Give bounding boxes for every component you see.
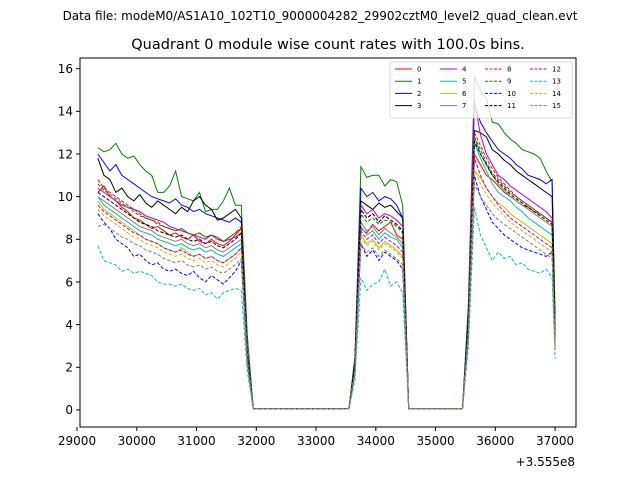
legend-label-5: 5 <box>462 78 466 86</box>
x-tick-label: 37000 <box>536 434 574 448</box>
x-tick-label: 32000 <box>237 434 275 448</box>
legend-box <box>389 61 573 119</box>
plot-frame <box>79 57 577 428</box>
y-tick-label: 14 <box>58 105 73 119</box>
series-line-14 <box>97 168 556 410</box>
x-tick-label: 35000 <box>416 434 454 448</box>
x-tick-label: 29000 <box>58 434 96 448</box>
y-tick-label: 0 <box>65 403 73 417</box>
y-tick-label: 8 <box>65 233 73 247</box>
series-line-9 <box>97 136 556 410</box>
legend-label-9: 9 <box>507 78 511 86</box>
x-tick-label: 31000 <box>177 434 215 448</box>
legend-label-11: 11 <box>507 102 516 110</box>
x-axis: 29000 30000 31000 32000 33000 34000 35000 36000… <box>58 427 574 448</box>
series-line-13 <box>97 207 556 410</box>
legend-label-6: 6 <box>462 90 467 98</box>
chart-suptitle: Data file: modeM0/AS1A10_102T10_90000042… <box>63 9 578 23</box>
chart-title: Quadrant 0 module wise count rates with … <box>131 37 525 53</box>
legend-label-13: 13 <box>552 78 561 86</box>
legend-label-3: 3 <box>417 102 421 110</box>
legend-label-0: 0 <box>417 66 421 74</box>
y-tick-label: 4 <box>65 318 73 332</box>
x-offset-label: +3.555e8 <box>516 455 575 469</box>
legend-label-12: 12 <box>552 66 561 74</box>
legend-label-4: 4 <box>462 66 467 74</box>
plot-area <box>80 58 576 427</box>
y-tick-label: 2 <box>65 361 73 375</box>
legend-label-8: 8 <box>507 66 511 74</box>
x-tick-label: 36000 <box>476 434 514 448</box>
legend-label-1: 1 <box>417 78 421 86</box>
y-tick-label: 6 <box>65 275 73 289</box>
legend-label-7: 7 <box>462 102 466 110</box>
legend-label-14: 14 <box>552 90 561 98</box>
y-tick-label: 16 <box>58 62 73 76</box>
series-line-12 <box>97 158 556 410</box>
x-tick-label: 30000 <box>118 434 156 448</box>
legend-label-10: 10 <box>507 90 516 98</box>
x-tick-label: 34000 <box>357 434 395 448</box>
y-tick-label: 10 <box>58 190 73 204</box>
legend-label-15: 15 <box>552 102 561 110</box>
x-tick-label: 33000 <box>297 434 335 448</box>
y-tick-label: 12 <box>58 147 73 161</box>
legend-label-2: 2 <box>417 90 421 98</box>
series-layer <box>97 76 556 410</box>
series-line-15 <box>97 183 556 410</box>
y-axis: 0 2 4 6 8 10 12 14 16 <box>58 62 80 417</box>
